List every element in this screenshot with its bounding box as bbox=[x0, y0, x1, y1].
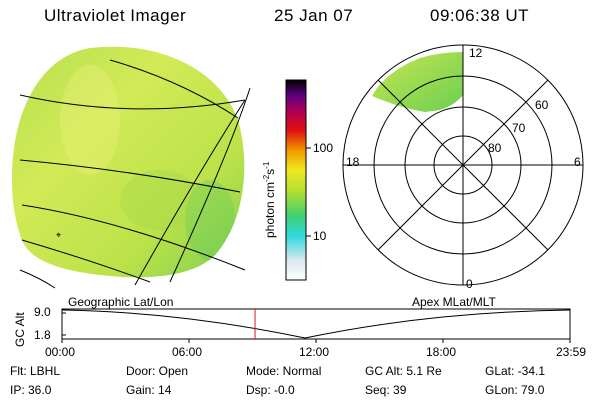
polar-plot bbox=[342, 44, 584, 286]
info-door: Door: Open bbox=[126, 364, 189, 378]
app-title: Ultraviolet Imager bbox=[44, 6, 187, 25]
info-flt: Flt: LBHL bbox=[10, 364, 61, 378]
info-dsp: Dsp: -0.0 bbox=[246, 383, 295, 397]
info-gcalt: GC Alt: 5.1 Re bbox=[365, 364, 442, 378]
altitude-ylabel: GC Alt bbox=[13, 312, 27, 347]
altitude-ytick-top: 9.0 bbox=[34, 305, 51, 319]
info-glon: GLon: 79.0 bbox=[485, 383, 545, 397]
time-label: 09:06:38 UT bbox=[430, 6, 530, 25]
polar-label-12: 12 bbox=[469, 46, 483, 60]
info-ip: IP: 36.0 bbox=[10, 383, 52, 397]
polar-ring-60: 60 bbox=[535, 98, 549, 112]
uvi-image bbox=[11, 46, 245, 278]
right-panel-title: Apex MLat/MLT bbox=[412, 295, 496, 309]
info-gain: Gain: 14 bbox=[126, 383, 172, 397]
polar-label-0: 0 bbox=[466, 277, 473, 291]
altitude-plot bbox=[61, 308, 571, 343]
colorbar-tick-10: 10 bbox=[313, 229, 327, 243]
polar-ring-80: 80 bbox=[488, 141, 502, 155]
info-glat: GLat: -34.1 bbox=[485, 364, 546, 378]
info-mode: Mode: Normal bbox=[246, 364, 322, 378]
polar-ring-70: 70 bbox=[512, 121, 526, 135]
xtick-1: 06:00 bbox=[172, 345, 203, 359]
xtick-4: 23:59 bbox=[556, 345, 587, 359]
colorbar-tick-100: 100 bbox=[313, 141, 334, 155]
date-label: 25 Jan 07 bbox=[274, 6, 354, 25]
info-seq: Seq: 39 bbox=[365, 383, 407, 397]
colorbar-unit-label: photon cm-2s-1 bbox=[262, 161, 277, 238]
xtick-3: 18:00 bbox=[426, 345, 457, 359]
geographic-grid bbox=[19, 59, 251, 289]
polar-label-6: 6 bbox=[574, 155, 581, 169]
altitude-ytick-bottom: 1.8 bbox=[34, 328, 51, 342]
left-panel-title: Geographic Lat/Lon bbox=[68, 295, 174, 309]
xtick-0: 00:00 bbox=[45, 345, 76, 359]
site-marker-icon: ⌖ bbox=[56, 230, 61, 240]
colorbar bbox=[285, 79, 311, 281]
xtick-2: 12:00 bbox=[299, 345, 330, 359]
polar-label-18: 18 bbox=[346, 155, 360, 169]
